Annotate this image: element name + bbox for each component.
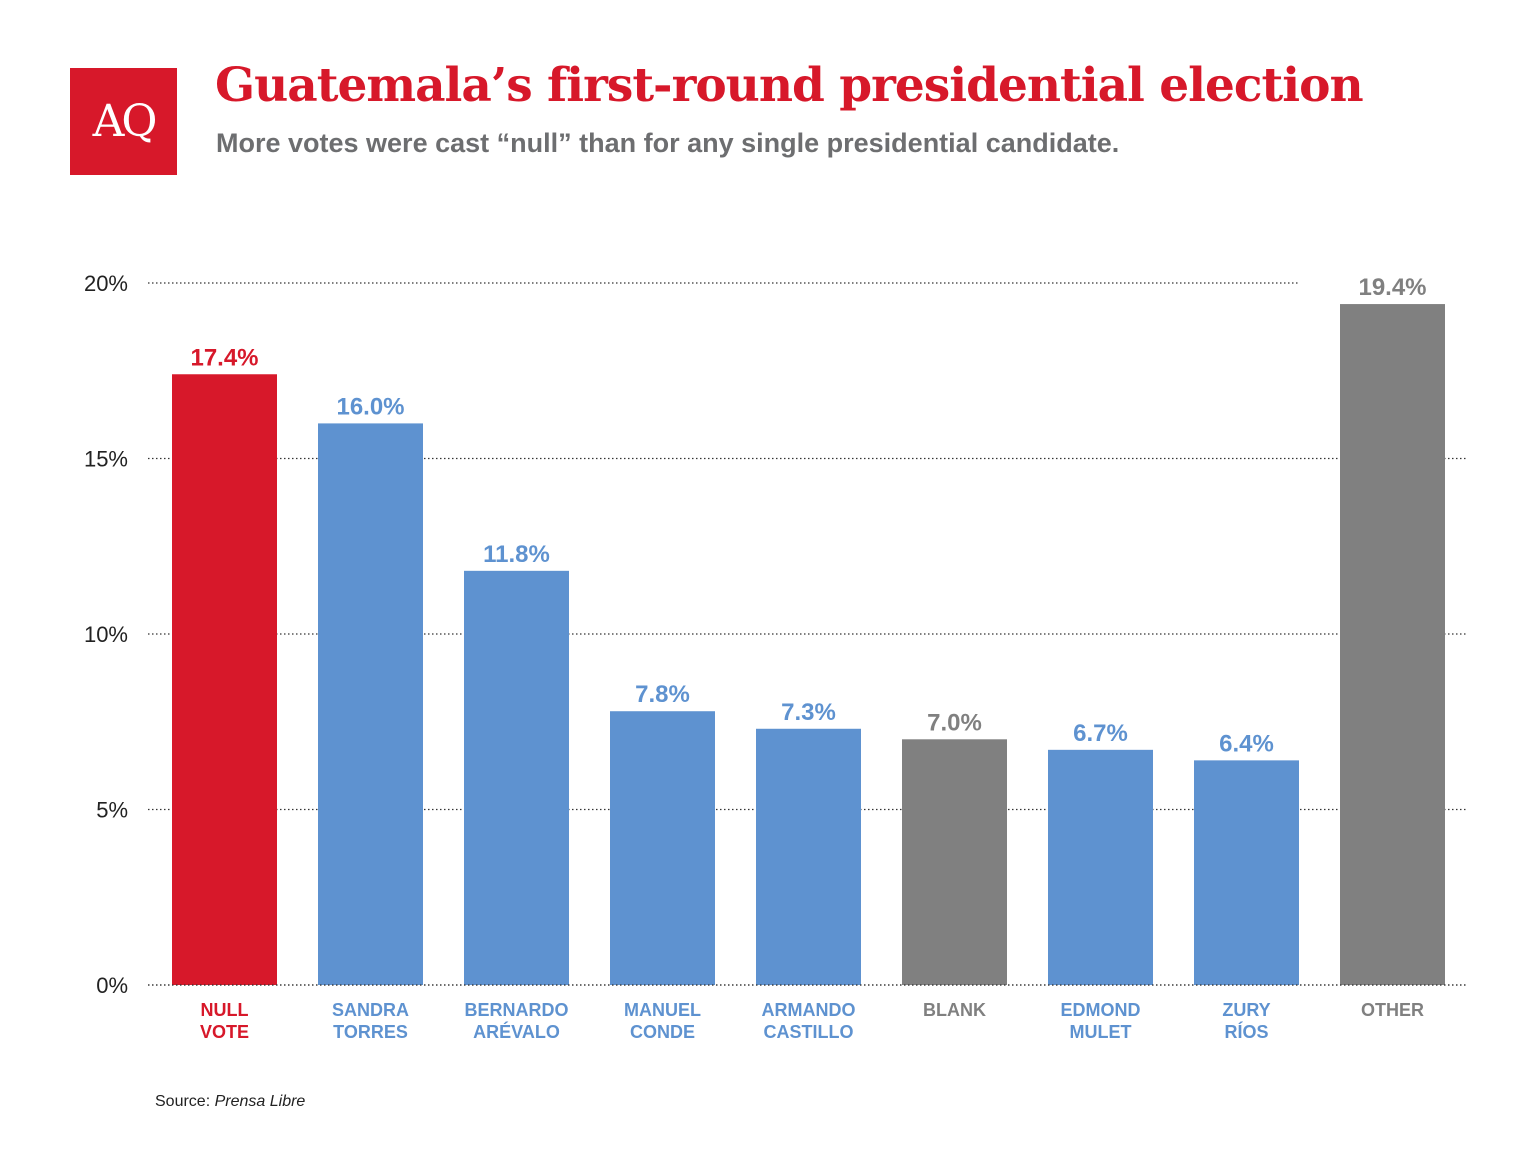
value-label: 6.4% bbox=[1219, 730, 1274, 757]
category-label: ARMANDO CASTILLO bbox=[762, 1000, 856, 1042]
value-label: 19.4% bbox=[1358, 274, 1426, 301]
category-label-line: CONDE bbox=[630, 1022, 695, 1042]
value-label: 7.3% bbox=[781, 699, 836, 726]
value-label: 7.8% bbox=[635, 681, 690, 708]
category-label: SANDRA TORRES bbox=[332, 1000, 409, 1042]
bar-7 bbox=[1194, 760, 1299, 985]
category-label-line: ARMANDO bbox=[762, 1000, 856, 1020]
y-tick-label: 10% bbox=[84, 622, 128, 647]
source-note: Source: Prensa Libre bbox=[155, 1093, 305, 1111]
bar-4 bbox=[756, 728, 861, 985]
category-label-line: ARÉVALO bbox=[473, 1021, 560, 1042]
category-label-line: MANUEL bbox=[624, 1000, 701, 1020]
aq-logo: AQ bbox=[70, 68, 177, 175]
y-tick-label: 20% bbox=[84, 271, 128, 296]
category-label: NULL VOTE bbox=[200, 1000, 249, 1042]
category-label: BLANK bbox=[923, 1000, 986, 1020]
category-label-line: OTHER bbox=[1361, 1000, 1424, 1020]
category-label-line: ZURY bbox=[1222, 1000, 1270, 1020]
y-tick-label: 0% bbox=[96, 973, 128, 998]
chart-title: Guatemala’s first-round presidential ele… bbox=[215, 58, 1364, 113]
bar-0 bbox=[172, 374, 277, 985]
category-label: BERNARDO ARÉVALO bbox=[464, 1000, 568, 1042]
bar-3 bbox=[610, 711, 715, 985]
bar-8 bbox=[1340, 304, 1445, 985]
category-label-line: EDMOND bbox=[1061, 1000, 1141, 1020]
category-label: ZURY RÍOS bbox=[1222, 1000, 1270, 1042]
bar-5 bbox=[902, 739, 1007, 985]
value-label: 7.0% bbox=[927, 709, 982, 736]
category-label: OTHER bbox=[1361, 1000, 1424, 1020]
chart-subtitle: More votes were cast “null” than for any… bbox=[216, 128, 1120, 158]
bar-2 bbox=[464, 570, 569, 985]
source-prefix: Source: bbox=[155, 1093, 215, 1110]
value-label: 17.4% bbox=[190, 344, 258, 371]
bar-6 bbox=[1048, 749, 1153, 985]
bar-1 bbox=[318, 423, 423, 985]
category-label-line: VOTE bbox=[200, 1022, 249, 1042]
category-label: EDMOND MULET bbox=[1061, 1000, 1141, 1042]
category-label-line: SANDRA bbox=[332, 1000, 409, 1020]
category-label: MANUEL CONDE bbox=[624, 1000, 701, 1042]
value-label: 11.8% bbox=[483, 541, 550, 568]
category-label-line: BLANK bbox=[923, 1000, 986, 1020]
category-label-line: MULET bbox=[1070, 1022, 1132, 1042]
category-label-line: BERNARDO bbox=[464, 1000, 568, 1020]
category-label-line: RÍOS bbox=[1224, 1021, 1268, 1042]
value-label: 16.0% bbox=[336, 393, 404, 420]
y-tick-label: 5% bbox=[96, 798, 128, 823]
category-label-line: NULL bbox=[201, 1000, 249, 1020]
value-label: 6.7% bbox=[1073, 720, 1128, 747]
source-name: Prensa Libre bbox=[214, 1093, 306, 1110]
y-tick-label: 15% bbox=[84, 447, 128, 472]
category-label-line: TORRES bbox=[333, 1022, 408, 1042]
category-label-line: CASTILLO bbox=[764, 1022, 854, 1042]
